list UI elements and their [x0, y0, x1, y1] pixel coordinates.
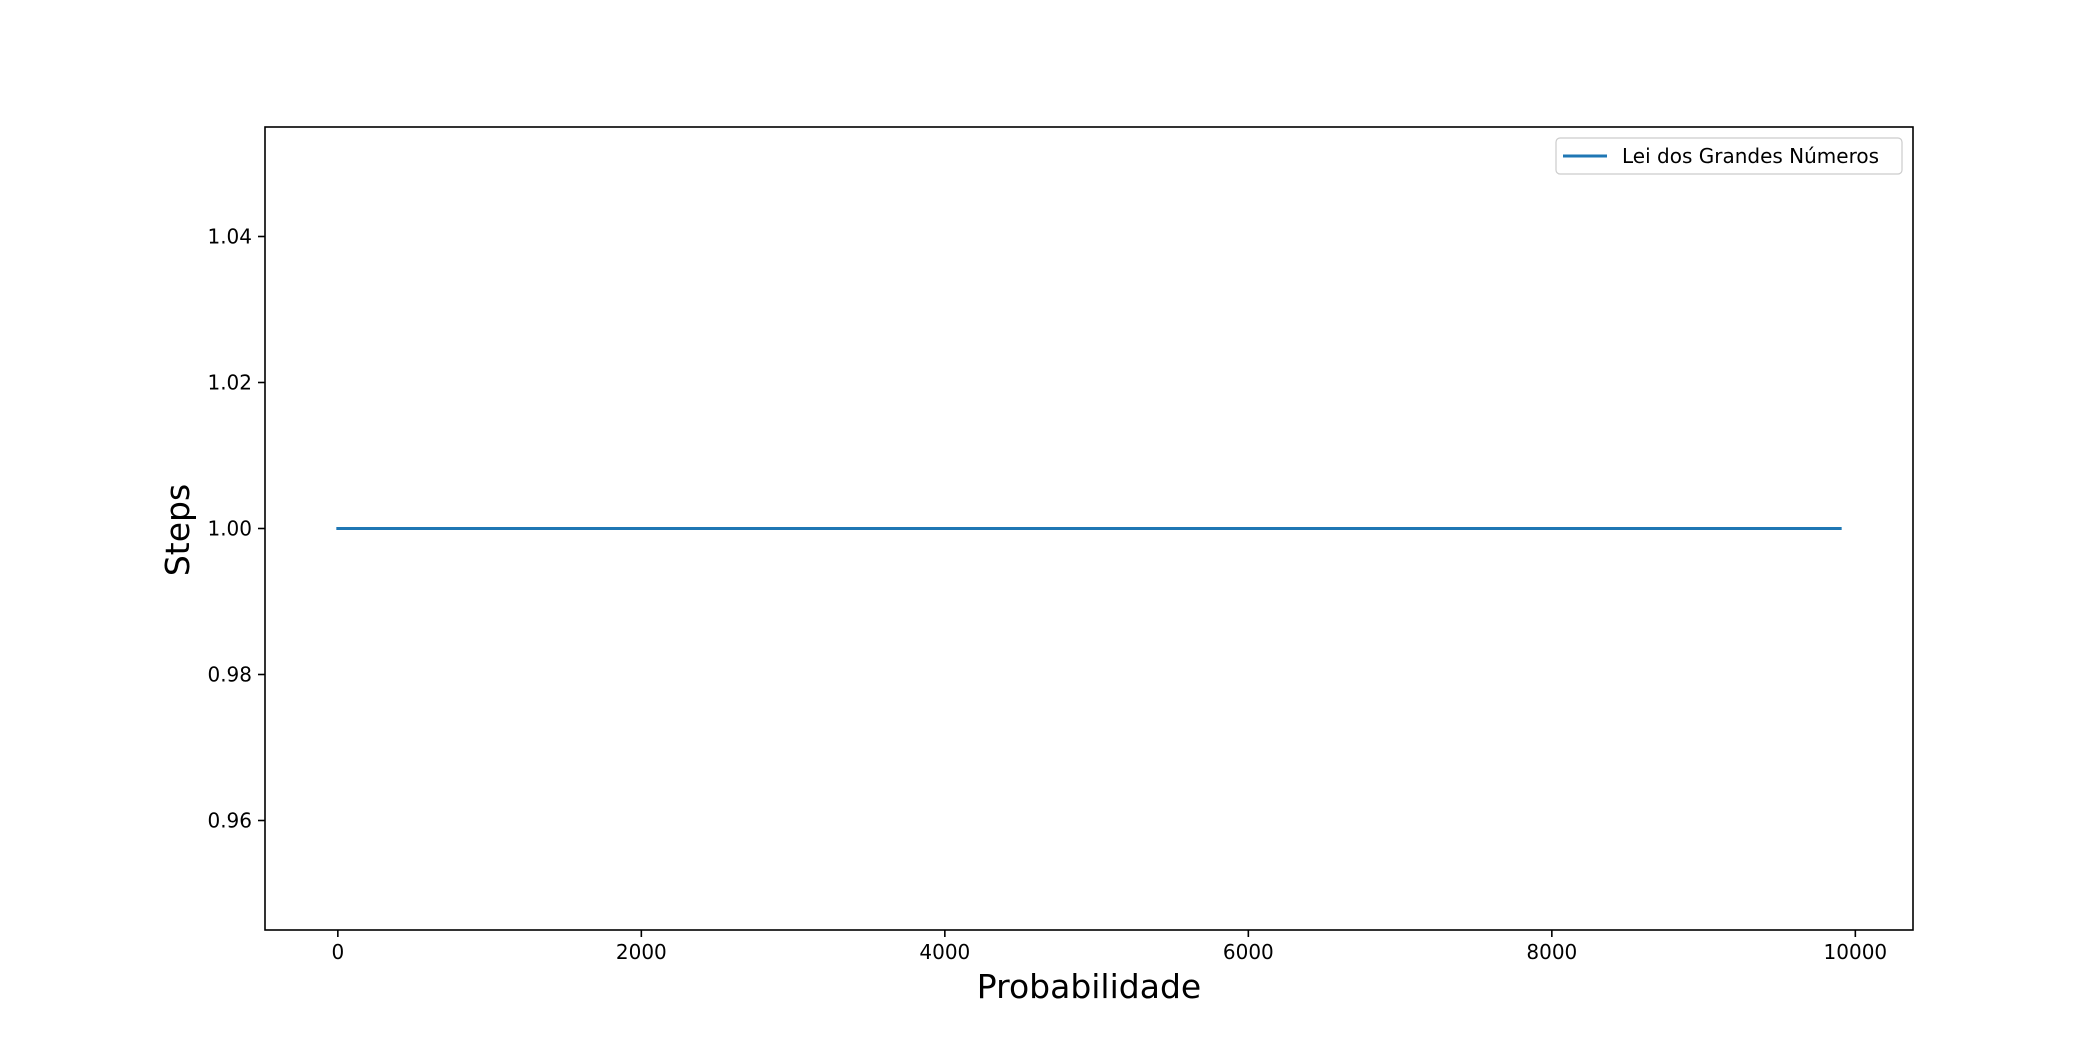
x-tick-label: 6000 [1223, 940, 1274, 964]
x-tick-label: 2000 [616, 940, 667, 964]
x-axis-title: Probabilidade [977, 967, 1201, 1006]
legend: Lei dos Grandes Números [1555, 137, 1903, 175]
legend-label: Lei dos Grandes Números [1622, 144, 1879, 168]
y-tick-label: 0.96 [207, 809, 252, 833]
legend-box [1555, 137, 1903, 175]
x-tick-label: 8000 [1526, 940, 1577, 964]
y-tick-label: 1.02 [207, 371, 252, 395]
y-tick-label: 0.98 [207, 663, 252, 687]
y-axis-ticks: 0.96 0.98 1.00 1.02 1.04 [207, 225, 265, 833]
y-tick-label: 1.04 [207, 225, 252, 249]
x-tick-label: 4000 [919, 940, 970, 964]
x-tick-label: 0 [331, 940, 344, 964]
x-axis-ticks: 0 2000 4000 6000 8000 10000 [331, 930, 1887, 964]
y-axis-title: Steps [158, 484, 197, 576]
y-tick-label: 1.00 [207, 517, 252, 541]
x-tick-label: 10000 [1824, 940, 1888, 964]
